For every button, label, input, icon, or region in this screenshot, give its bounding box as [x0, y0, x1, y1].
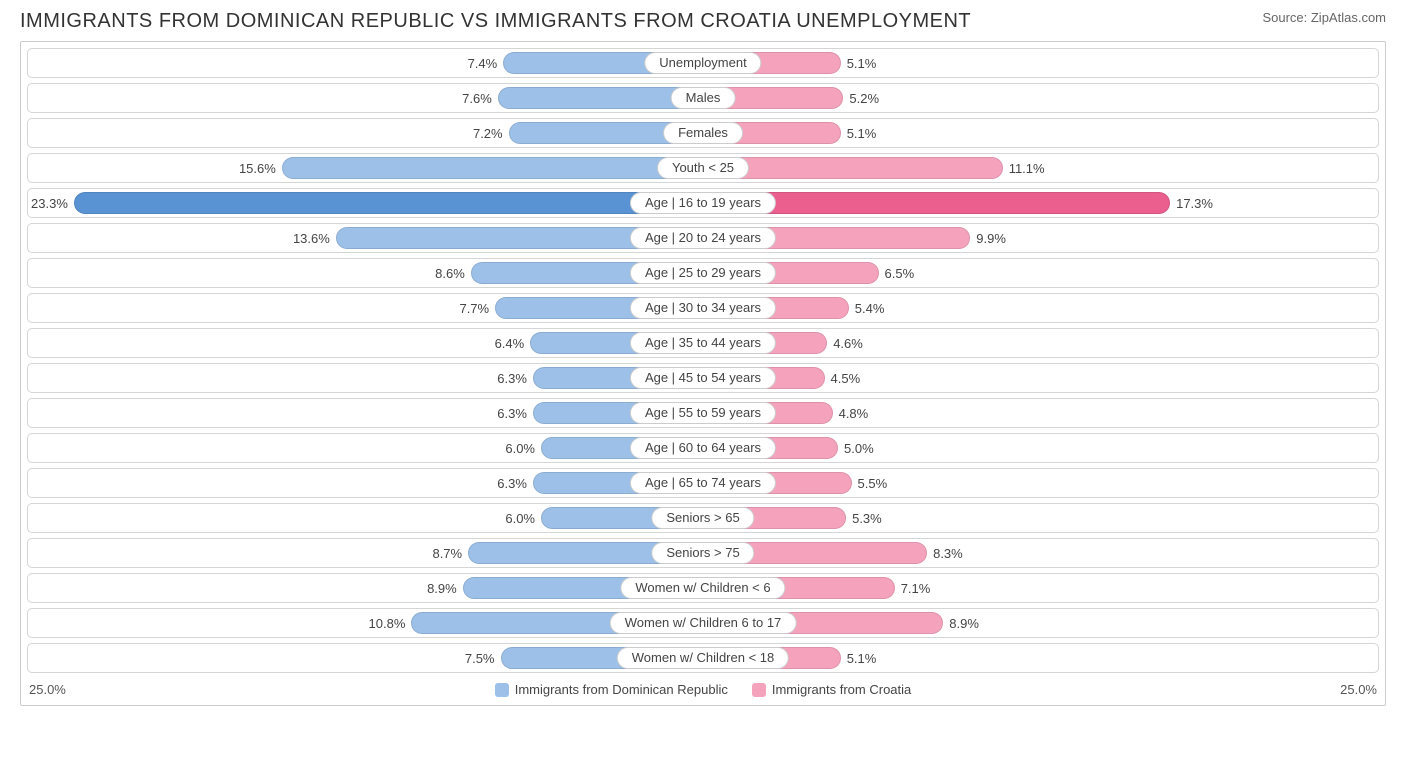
- category-label: Age | 25 to 29 years: [630, 262, 776, 284]
- value-left: 8.9%: [427, 574, 463, 604]
- chart-row: 6.0% 5.0% Age | 60 to 64 years: [27, 433, 1379, 463]
- chart-row: 8.9% 7.1% Women w/ Children < 6: [27, 573, 1379, 603]
- value-left: 23.3%: [31, 189, 74, 219]
- bar-left: [282, 157, 703, 179]
- chart-row: 23.3% 17.3% Age | 16 to 19 years: [27, 188, 1379, 218]
- legend-swatch-right: [752, 683, 766, 697]
- chart-row: 6.3% 4.5% Age | 45 to 54 years: [27, 363, 1379, 393]
- value-left: 13.6%: [293, 224, 336, 254]
- chart-row: 7.2% 5.1% Females: [27, 118, 1379, 148]
- value-right: 5.1%: [841, 644, 877, 674]
- category-label: Age | 60 to 64 years: [630, 437, 776, 459]
- category-label: Women w/ Children < 6: [620, 577, 785, 599]
- value-right: 9.9%: [970, 224, 1006, 254]
- value-right: 5.5%: [852, 469, 888, 499]
- chart-row: 6.3% 4.8% Age | 55 to 59 years: [27, 398, 1379, 428]
- value-right: 5.4%: [849, 294, 885, 324]
- category-label: Males: [671, 87, 736, 109]
- chart-row: 7.7% 5.4% Age | 30 to 34 years: [27, 293, 1379, 323]
- legend-item-left: Immigrants from Dominican Republic: [495, 682, 728, 697]
- value-right: 4.8%: [833, 399, 869, 429]
- value-left: 8.7%: [432, 539, 468, 569]
- value-left: 7.4%: [468, 49, 504, 79]
- value-right: 4.5%: [825, 364, 861, 394]
- chart-row: 8.6% 6.5% Age | 25 to 29 years: [27, 258, 1379, 288]
- value-left: 7.5%: [465, 644, 501, 674]
- chart-row: 8.7% 8.3% Seniors > 75: [27, 538, 1379, 568]
- diverging-bar-chart: 7.4% 5.1% Unemployment 7.6% 5.2% Males 7.2% 5.1…: [20, 41, 1386, 706]
- category-label: Age | 45 to 54 years: [630, 367, 776, 389]
- value-right: 4.6%: [827, 329, 863, 359]
- legend-item-right: Immigrants from Croatia: [752, 682, 911, 697]
- chart-header: IMMIGRANTS FROM DOMINICAN REPUBLIC VS IM…: [20, 10, 1386, 33]
- value-right: 11.1%: [1003, 154, 1045, 184]
- value-right: 5.3%: [846, 504, 882, 534]
- category-label: Age | 65 to 74 years: [630, 472, 776, 494]
- value-right: 5.1%: [841, 49, 877, 79]
- category-label: Age | 20 to 24 years: [630, 227, 776, 249]
- value-right: 7.1%: [895, 574, 931, 604]
- legend-label-right: Immigrants from Croatia: [772, 682, 911, 697]
- value-left: 6.0%: [505, 434, 541, 464]
- value-right: 5.1%: [841, 119, 877, 149]
- value-left: 15.6%: [239, 154, 282, 184]
- chart-source: Source: ZipAtlas.com: [1262, 10, 1386, 25]
- category-label: Age | 30 to 34 years: [630, 297, 776, 319]
- chart-row: 13.6% 9.9% Age | 20 to 24 years: [27, 223, 1379, 253]
- chart-row: 7.5% 5.1% Women w/ Children < 18: [27, 643, 1379, 673]
- category-label: Youth < 25: [657, 157, 749, 179]
- value-right: 5.2%: [843, 84, 879, 114]
- value-left: 7.2%: [473, 119, 509, 149]
- value-right: 8.3%: [927, 539, 963, 569]
- value-left: 6.0%: [505, 504, 541, 534]
- chart-row: 7.6% 5.2% Males: [27, 83, 1379, 113]
- chart-row: 6.0% 5.3% Seniors > 65: [27, 503, 1379, 533]
- value-left: 10.8%: [369, 609, 412, 639]
- chart-row: 7.4% 5.1% Unemployment: [27, 48, 1379, 78]
- value-left: 6.3%: [497, 469, 533, 499]
- value-right: 6.5%: [879, 259, 915, 289]
- category-label: Women w/ Children 6 to 17: [610, 612, 797, 634]
- category-label: Females: [663, 122, 743, 144]
- category-label: Age | 35 to 44 years: [630, 332, 776, 354]
- chart-row: 15.6% 11.1% Youth < 25: [27, 153, 1379, 183]
- category-label: Age | 16 to 19 years: [630, 192, 776, 214]
- value-left: 8.6%: [435, 259, 471, 289]
- axis-right-label: 25.0%: [1340, 682, 1377, 697]
- category-label: Women w/ Children < 18: [617, 647, 789, 669]
- category-label: Seniors > 65: [651, 507, 754, 529]
- chart-legend: Immigrants from Dominican Republic Immig…: [66, 682, 1340, 697]
- chart-row: 10.8% 8.9% Women w/ Children 6 to 17: [27, 608, 1379, 638]
- chart-row: 6.4% 4.6% Age | 35 to 44 years: [27, 328, 1379, 358]
- legend-swatch-left: [495, 683, 509, 697]
- chart-title: IMMIGRANTS FROM DOMINICAN REPUBLIC VS IM…: [20, 10, 971, 33]
- value-left: 7.6%: [462, 84, 498, 114]
- value-left: 6.3%: [497, 399, 533, 429]
- axis-left-label: 25.0%: [29, 682, 66, 697]
- legend-label-left: Immigrants from Dominican Republic: [515, 682, 728, 697]
- value-right: 8.9%: [943, 609, 979, 639]
- value-right: 17.3%: [1170, 189, 1213, 219]
- bar-left: [74, 192, 703, 214]
- value-left: 6.4%: [495, 329, 531, 359]
- value-right: 5.0%: [838, 434, 874, 464]
- chart-row: 6.3% 5.5% Age | 65 to 74 years: [27, 468, 1379, 498]
- chart-footer: 25.0% Immigrants from Dominican Republic…: [21, 678, 1385, 705]
- category-label: Unemployment: [644, 52, 761, 74]
- category-label: Seniors > 75: [651, 542, 754, 564]
- value-left: 7.7%: [459, 294, 495, 324]
- category-label: Age | 55 to 59 years: [630, 402, 776, 424]
- value-left: 6.3%: [497, 364, 533, 394]
